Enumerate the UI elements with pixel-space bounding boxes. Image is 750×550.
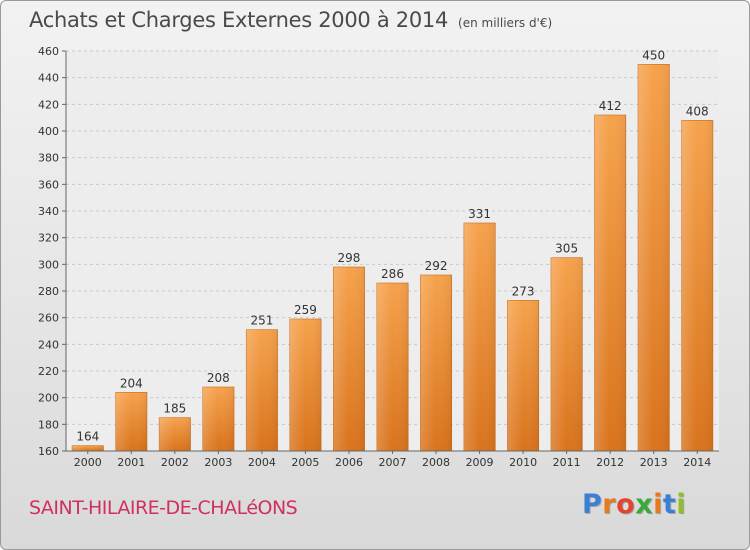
proxiti-logo: Proxiti: [582, 489, 686, 520]
bar-shade-2012: [594, 115, 626, 451]
x-tick-label-2000: 2000: [74, 456, 102, 469]
y-tick-label: 340: [38, 205, 59, 218]
value-label-2011: 305: [555, 242, 578, 256]
logo-letter: i: [676, 489, 687, 520]
x-tick-label-2001: 2001: [117, 456, 145, 469]
y-tick-label: 260: [38, 312, 59, 325]
value-label-2009: 331: [468, 207, 491, 221]
y-tick-label: 180: [38, 418, 59, 431]
logo-letter: P: [582, 489, 603, 520]
value-label-2007: 286: [381, 267, 404, 281]
bar-shade-2004: [246, 329, 278, 451]
bar-shade-2011: [550, 257, 583, 451]
bar-shade-2013: [638, 64, 670, 452]
city-name: SAINT-HILAIRE-DE-CHALéONS: [29, 497, 298, 519]
x-tick-label-2010: 2010: [509, 456, 537, 469]
y-tick-label: 200: [38, 392, 59, 405]
y-tick-label: 280: [38, 285, 59, 298]
y-tick-label: 460: [38, 45, 59, 58]
x-tick-label-2005: 2005: [291, 456, 319, 469]
value-label-2002: 185: [163, 402, 186, 416]
bar-shade-2000: [72, 445, 104, 451]
x-tick-label-2004: 2004: [248, 456, 276, 469]
value-label-2005: 259: [294, 303, 317, 317]
logo-letter: x: [635, 489, 654, 520]
y-tick-label: 300: [38, 258, 59, 271]
logo-letter: t: [662, 489, 677, 520]
y-tick-label: 360: [38, 178, 59, 191]
bar-shade-2005: [289, 319, 322, 451]
value-labels: 164 204 185 208 251 259 298 286 292 331 273 305 412 4…: [76, 48, 708, 443]
x-tick-label-2007: 2007: [379, 456, 407, 469]
logo-letter: r: [602, 489, 617, 520]
y-tick-label: 160: [38, 445, 59, 458]
y-tick-label: 440: [38, 72, 59, 85]
y-tick-label: 240: [38, 338, 59, 351]
value-label-2008: 292: [425, 259, 448, 273]
y-tick-label: 400: [38, 125, 59, 138]
bar-shade-2010: [507, 300, 539, 451]
unit-label: (en milliers d'€): [458, 16, 553, 30]
value-label-2003: 208: [207, 371, 230, 385]
value-label-2013: 450: [642, 48, 665, 62]
bar-shade-2006: [333, 267, 365, 451]
axes: 160 180 200 220 240 260 280 300 320 340 360 380 400 4…: [38, 45, 719, 469]
x-tick-label-2003: 2003: [204, 456, 232, 469]
y-tick-label: 380: [38, 152, 59, 165]
bar-shade-2003: [202, 387, 235, 451]
value-label-2000: 164: [76, 430, 99, 444]
x-tick-label-2012: 2012: [596, 456, 624, 469]
x-tick-label-2009: 2009: [466, 456, 494, 469]
value-label-2006: 298: [338, 251, 361, 265]
value-label-2010: 273: [512, 284, 535, 298]
x-tick-label-2011: 2011: [553, 456, 581, 469]
bar-shade-2014: [681, 120, 713, 451]
x-tick-label-2008: 2008: [422, 456, 450, 469]
value-label-2012: 412: [599, 99, 622, 113]
chart-title: Achats et Charges Externes 2000 à 2014 (e…: [29, 8, 552, 32]
value-label-2001: 204: [120, 376, 143, 390]
x-tick-label-2014: 2014: [683, 456, 711, 469]
bar-shade-2009: [463, 223, 496, 451]
bar-shade-2002: [159, 417, 191, 451]
y-tick-label: 220: [38, 365, 59, 378]
y-tick-label: 320: [38, 232, 59, 245]
bar-shade-2001: [115, 392, 147, 451]
chart-title-text: Achats et Charges Externes 2000 à 2014: [29, 8, 449, 32]
x-tick-label-2002: 2002: [161, 456, 189, 469]
value-label-2004: 251: [250, 314, 273, 328]
bar-shade-2007: [376, 283, 409, 451]
value-label-2014: 408: [686, 104, 709, 118]
x-tick-label-2006: 2006: [335, 456, 363, 469]
bars: [71, 64, 714, 452]
logo-letter: o: [616, 489, 636, 520]
logo-letter: i: [653, 489, 663, 520]
bar-shade-2008: [420, 275, 452, 451]
y-tick-label: 420: [38, 98, 59, 111]
x-tick-label-2013: 2013: [640, 456, 668, 469]
